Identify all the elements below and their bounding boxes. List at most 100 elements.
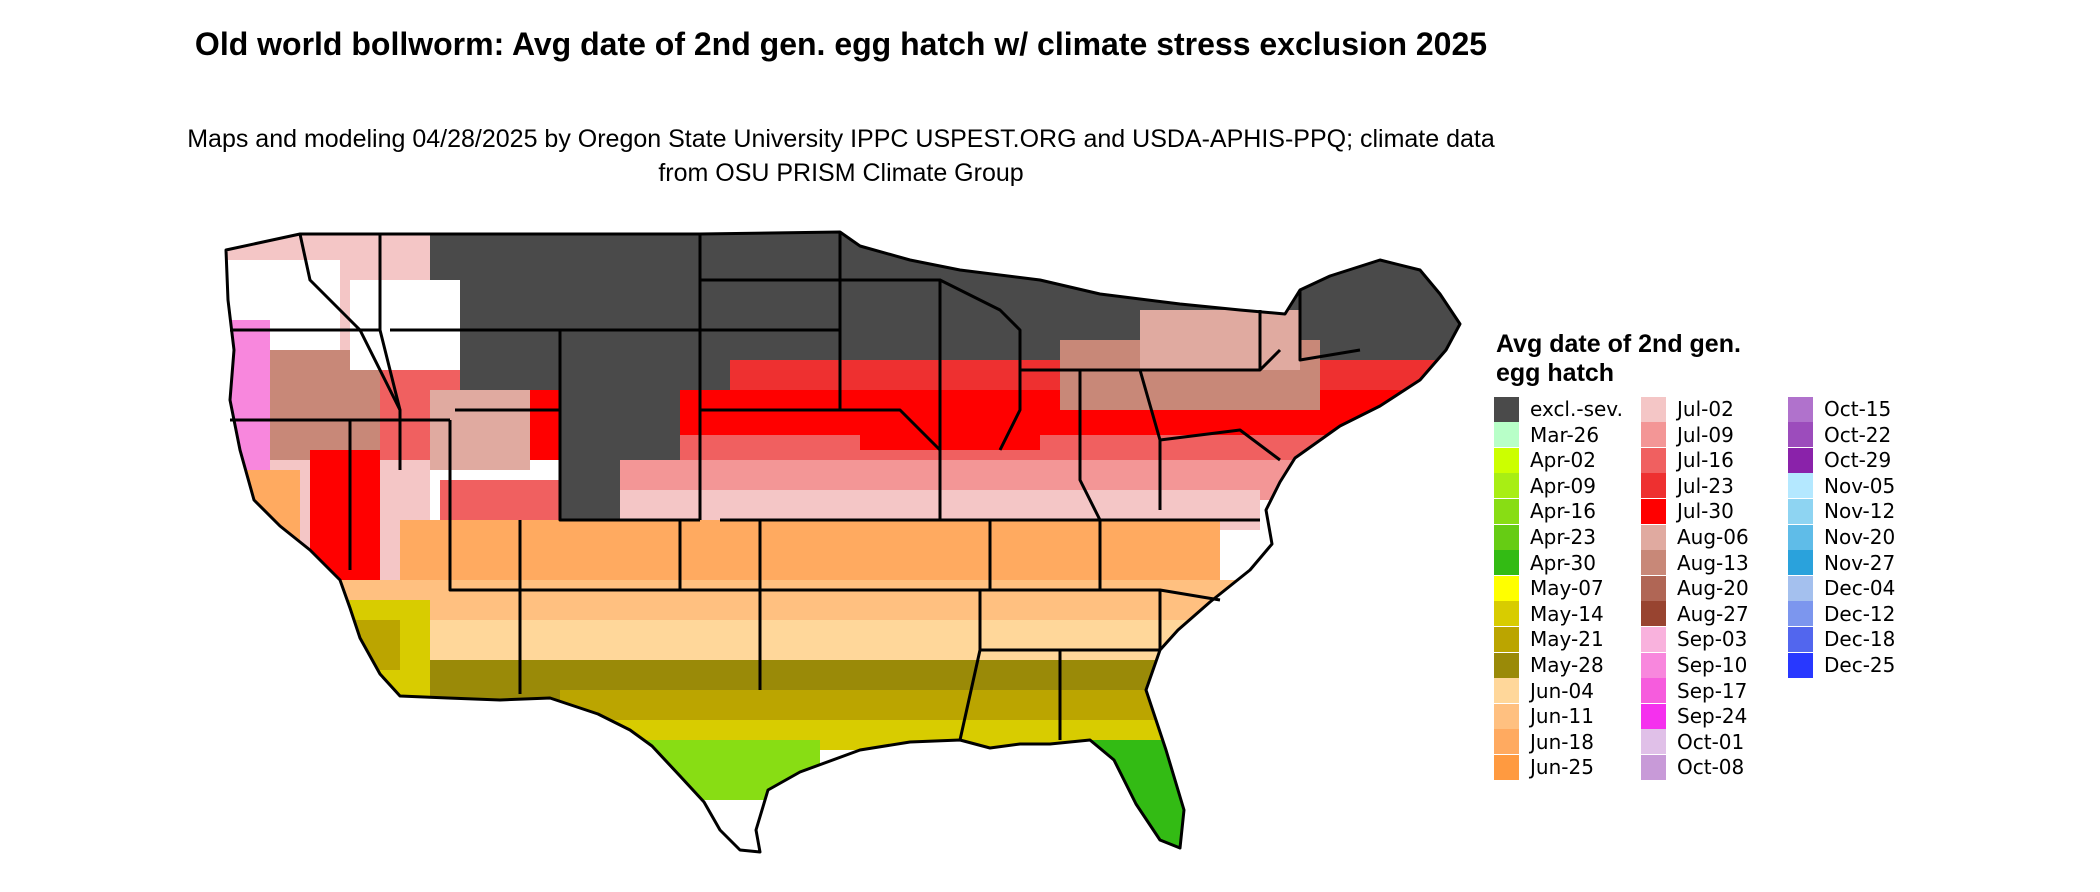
legend-item: Sep-10 [1641, 652, 1747, 678]
hatch-date-raster [226, 232, 1460, 852]
legend-label: Dec-25 [1824, 653, 1896, 677]
legend-label: Aug-06 [1677, 525, 1749, 549]
legend-item: Jul-09 [1641, 422, 1734, 448]
legend-item: Jun-04 [1494, 678, 1594, 704]
legend-label: Apr-23 [1530, 525, 1596, 549]
legend-swatch [1494, 601, 1519, 627]
legend-label: Dec-12 [1824, 601, 1896, 626]
legend-swatch [1788, 498, 1813, 524]
legend-item: Apr-16 [1494, 498, 1596, 524]
legend-swatch [1641, 473, 1666, 499]
legend-label: Apr-30 [1530, 550, 1596, 575]
legend-label: May-07 [1530, 576, 1604, 601]
legend-item: Jul-02 [1641, 396, 1734, 422]
legend-item: May-28 [1494, 652, 1604, 678]
legend-label: Sep-03 [1677, 627, 1748, 652]
legend-item: excl.-sev. [1494, 396, 1623, 422]
legend-item: Sep-24 [1641, 703, 1747, 729]
legend-item: May-07 [1494, 575, 1604, 601]
legend-label: Sep-24 [1677, 704, 1748, 729]
legend-label: Jun-11 [1530, 704, 1594, 729]
legend-item: Sep-17 [1641, 678, 1747, 704]
legend-label: Nov-27 [1824, 550, 1896, 575]
legend-label: Jul-09 [1677, 422, 1734, 447]
legend-swatch [1788, 473, 1813, 499]
legend-swatch [1494, 422, 1519, 448]
legend-label: Dec-18 [1824, 627, 1896, 652]
legend-label: Nov-12 [1824, 499, 1896, 524]
legend-item: Dec-25 [1788, 652, 1895, 678]
legend-swatch [1788, 626, 1813, 652]
legend-swatch [1788, 422, 1813, 448]
legend-swatch [1641, 626, 1666, 652]
legend-item: Sep-03 [1641, 626, 1747, 652]
state-boundaries [224, 230, 1462, 854]
legend-swatch [1788, 575, 1813, 601]
legend-swatch [1494, 703, 1519, 729]
legend-swatch [1494, 473, 1519, 499]
legend-item: Jul-30 [1641, 498, 1734, 524]
legend-swatch [1641, 447, 1666, 473]
legend-label: Jun-18 [1530, 729, 1594, 754]
legend-label: Aug-27 [1677, 601, 1749, 626]
legend-swatch [1494, 447, 1519, 473]
legend-label: Sep-17 [1677, 678, 1748, 703]
legend-swatch [1494, 396, 1519, 422]
legend-swatch [1494, 626, 1519, 652]
legend-label: Apr-16 [1530, 499, 1596, 524]
legend-label: May-14 [1530, 601, 1604, 626]
legend-swatch [1494, 729, 1519, 755]
legend-label: Aug-13 [1677, 550, 1749, 575]
legend-item: Oct-08 [1641, 754, 1744, 780]
legend-swatch [1641, 575, 1666, 601]
legend-item: Nov-20 [1788, 524, 1895, 550]
legend-swatch [1494, 524, 1519, 550]
legend-swatch [1494, 575, 1519, 601]
legend-label: Oct-15 [1824, 397, 1892, 421]
legend-swatch [1788, 447, 1813, 473]
legend-label: Oct-08 [1677, 755, 1745, 780]
legend-label: Jul-23 [1677, 473, 1734, 498]
legend-label: excl.-sev. [1530, 397, 1623, 421]
legend-label: Apr-09 [1530, 473, 1596, 498]
legend-label: May-28 [1530, 653, 1604, 677]
legend-swatch [1788, 652, 1813, 678]
legend-item: Nov-12 [1788, 498, 1895, 524]
legend-swatch [1641, 524, 1666, 550]
legend-label: Nov-20 [1824, 525, 1896, 549]
legend-item: Oct-15 [1788, 396, 1891, 422]
legend-swatch [1641, 396, 1666, 422]
legend-item: Oct-01 [1641, 729, 1744, 755]
legend-item: May-21 [1494, 626, 1604, 652]
legend-label: Apr-02 [1530, 448, 1596, 473]
legend-swatch [1494, 678, 1519, 704]
legend-label: Jul-30 [1677, 499, 1734, 524]
map-subtitle: Maps and modeling 04/28/2025 by Oregon S… [187, 125, 1495, 187]
legend-item: Dec-12 [1788, 601, 1895, 627]
legend-label: Mar-26 [1530, 422, 1600, 447]
legend-label: Oct-01 [1677, 729, 1745, 754]
legend-item: Dec-04 [1788, 575, 1895, 601]
legend-item: Aug-06 [1641, 524, 1749, 550]
legend-item: Jul-23 [1641, 473, 1734, 499]
legend-swatch [1641, 678, 1666, 704]
legend-items: excl.-sev. Mar-26 Apr-02 Apr-09 Apr-16 Apr-23… [1494, 396, 1914, 816]
legend-swatch [1788, 601, 1813, 627]
legend-item: Apr-30 [1494, 550, 1596, 576]
legend-swatch [1641, 729, 1666, 755]
legend-swatch [1494, 652, 1519, 678]
legend-label: Aug-20 [1677, 576, 1749, 601]
legend-label: May-21 [1530, 627, 1604, 652]
legend-swatch [1641, 703, 1666, 729]
legend-swatch [1641, 550, 1666, 576]
legend-label: Oct-29 [1824, 448, 1892, 473]
legend-label: Jun-25 [1530, 755, 1594, 780]
legend-label: Dec-04 [1824, 576, 1896, 601]
legend-item: Jun-18 [1494, 729, 1594, 755]
legend-label: Jul-02 [1677, 397, 1734, 421]
legend-item: Aug-20 [1641, 575, 1749, 601]
us-map [200, 220, 1490, 885]
legend-label: Sep-10 [1677, 653, 1748, 677]
legend-swatch [1788, 396, 1813, 422]
legend-item: Oct-29 [1788, 447, 1891, 473]
